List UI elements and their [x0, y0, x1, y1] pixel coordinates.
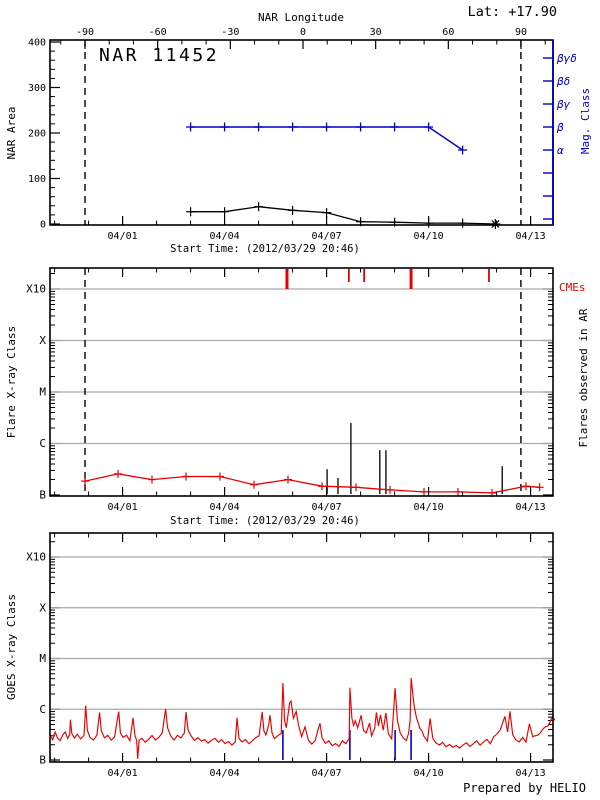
goes-flux-line	[49, 678, 556, 760]
x-tick-label: 04/04	[210, 231, 240, 242]
x-tick-label: 04/01	[108, 502, 138, 513]
flare-xray-axis-title: Flare X-ray Class	[5, 326, 18, 439]
chart-root: 0 100 200 300 400 -90 -60 -30 0 30 60 90 04/01 04/04 0…	[26, 27, 556, 779]
y-tick-label: M	[39, 386, 46, 399]
lon-tick-label: 0	[300, 27, 306, 38]
mag-tick-beta-delta: βδ	[556, 75, 570, 88]
y-tick-label: X	[39, 334, 46, 347]
lon-tick-label: -60	[149, 27, 167, 38]
x-tick-label: 04/01	[108, 768, 138, 779]
goes-xray-axis-title: GOES X-ray Class	[5, 594, 18, 700]
x-tick-label: 04/13	[516, 502, 546, 513]
bottom-panel: B C M X X10 04/01 04/04 04/07 04/10 04/13	[26, 532, 556, 779]
start-time-label-2: Start Time: (2012/03/29 20:46)	[170, 515, 360, 527]
x-tick-label: 04/10	[414, 502, 444, 513]
x-tick-label: 04/13	[516, 231, 546, 242]
x-tick-label: 04/07	[312, 502, 342, 513]
y-tick-label: 300	[28, 83, 46, 94]
middle-panel: B C M X X10 04/01 04/04 04/07 04/10 04/13	[26, 267, 554, 513]
y-tick-label: X10	[26, 283, 46, 296]
x-tick-label: 04/04	[210, 768, 240, 779]
mag-tick-beta-gamma: βγ	[556, 98, 571, 111]
lon-tick-label: 30	[370, 27, 382, 38]
flare-background-line	[84, 473, 540, 494]
nar-area-axis-title: NAR Area	[5, 107, 18, 160]
flares-observed-label: Flares observed in AR	[577, 308, 590, 447]
cmes-label: CMEs	[559, 281, 586, 294]
mag-tick-alpha: α	[557, 144, 564, 157]
y-tick-label: C	[39, 437, 46, 450]
bottom-panel-border	[49, 532, 554, 763]
x-tick-label: 04/10	[414, 768, 444, 779]
y-tick-label: M	[39, 652, 46, 665]
y-tick-label: 0	[40, 220, 46, 231]
middle-panel-border	[49, 267, 554, 497]
x-tick-label: 04/07	[312, 231, 342, 242]
x-tick-label: 04/07	[312, 768, 342, 779]
y-tick-label: B	[39, 754, 46, 767]
lon-tick-label: 90	[515, 27, 527, 38]
top-panel: 0 100 200 300 400 -90 -60 -30 0 30 60 90 04/01 04/04 0…	[28, 27, 554, 242]
y-tick-label: 200	[28, 129, 46, 140]
lon-tick-label: -90	[76, 27, 94, 38]
longitude-axis-title: NAR Longitude	[258, 11, 344, 24]
region-title: NAR 11452	[99, 45, 219, 66]
lon-tick-label: 60	[442, 27, 454, 38]
y-tick-label: C	[39, 703, 46, 716]
asterisk-marker	[491, 220, 500, 228]
top-panel-border	[49, 39, 554, 226]
x-tick-label: 04/01	[108, 231, 138, 242]
credit-label: Prepared by HELIO	[463, 781, 586, 795]
lon-tick-label: -30	[221, 27, 239, 38]
y-tick-label: 100	[28, 174, 46, 185]
x-tick-label: 04/10	[414, 231, 444, 242]
latitude-label: Lat: +17.90	[468, 4, 557, 20]
x-tick-label: 04/04	[210, 502, 240, 513]
y-tick-label: 400	[28, 38, 46, 49]
y-tick-label: B	[39, 489, 46, 502]
y-tick-label: X	[39, 601, 46, 614]
mag-tick-beta: β	[556, 121, 564, 134]
x-tick-label: 04/13	[516, 768, 546, 779]
nar-area-line	[190, 206, 496, 225]
mag-tick-beta-gamma-delta: βγδ	[556, 52, 577, 65]
y-tick-label: X10	[26, 551, 46, 564]
start-time-label-1: Start Time: (2012/03/29 20:46)	[170, 243, 360, 255]
mag-class-axis-title: Mag. Class	[579, 88, 592, 154]
